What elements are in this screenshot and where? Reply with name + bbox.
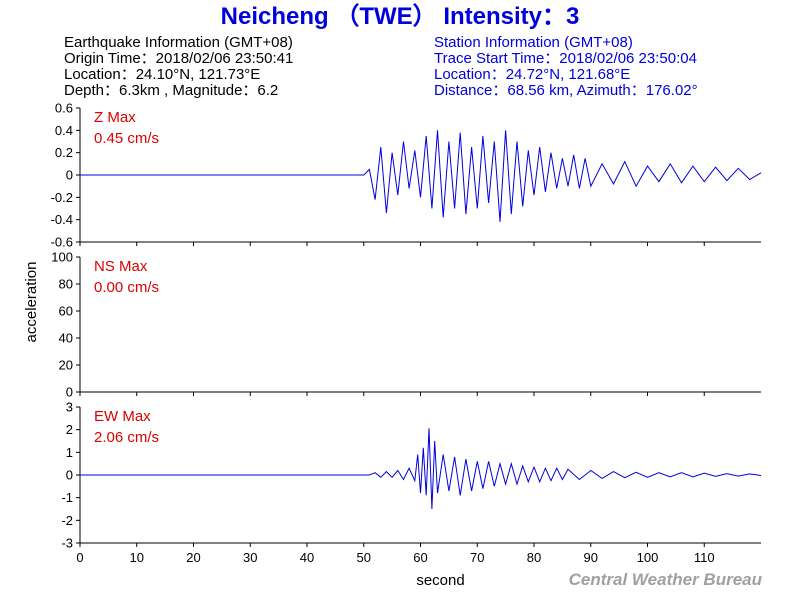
panel-0-trace [80,130,762,222]
panel-1-max-value: 0.00 cm/s [94,279,159,296]
earthquake-info-heading: Earthquake Information (GMT+08) [64,34,293,51]
x-tick-label: 90 [584,550,598,565]
panel-1-y-tick-label: 80 [59,277,73,292]
station-location: Location：24.72°N, 121.68°E [434,66,631,83]
panel-2-trace [80,428,762,510]
panel-0-y-tick-label: -0.4 [51,212,73,227]
panel-2-max-value: 2.06 cm/s [94,429,159,446]
credit-text: Central Weather Bureau [568,570,762,589]
panel-2-y-tick-label: -3 [61,536,73,551]
depth-magnitude: Depth：6.3km , Magnitude：6.2 [64,82,279,99]
station-info: Station Information (GMT+08) Trace Start… [434,35,698,99]
panel-1-label: NS Max [94,258,148,275]
panel-1-y-tick-label: 100 [51,250,73,265]
panel-0-y-tick-label: 0.2 [55,145,73,160]
origin-time: Origin Time：2018/02/06 23:50:41 [64,50,294,67]
x-tick-label: 20 [186,550,200,565]
x-tick-label: 50 [357,550,371,565]
panel-0-label: Z Max [94,109,136,126]
x-tick-label: 0 [76,550,83,565]
panel-2-y-tick-label: -2 [61,513,73,528]
x-tick-label: 100 [637,550,659,565]
panel-1-y-tick-label: 20 [59,358,73,373]
distance-azimuth: Distance：68.56 km, Azimuth：176.02° [434,82,698,99]
x-tick-label: 40 [300,550,314,565]
panel-0-y-tick-label: 0.4 [55,123,73,138]
panel-2-y-tick-label: 3 [66,400,73,415]
station-info-heading: Station Information (GMT+08) [434,34,633,51]
panel-0-max-value: 0.45 cm/s [94,130,159,147]
x-tick-label: 110 [694,550,715,565]
panel-1-y-tick-label: 60 [59,304,73,319]
y-axis-label: acceleration [23,262,40,343]
earthquake-info: Earthquake Information (GMT+08) Origin T… [64,35,293,99]
x-tick-label: 30 [243,550,257,565]
x-tick-label: 10 [130,550,144,565]
epicenter-location: Location：24.10°N, 121.73°E [64,66,261,83]
panel-0-y-tick-label: -0.2 [51,190,73,205]
chart-title: Neicheng （TWE） Intensity：3 [220,3,580,30]
panel-2-label: EW Max [94,408,151,425]
panel-0-y-tick-label: 0.6 [55,101,73,116]
panel-2-y-tick-label: -1 [61,490,73,505]
panel-0-y-tick-label: 0 [66,168,73,183]
panel-2-y-tick-label: 2 [66,422,73,437]
panel-0-y-tick-label: -0.6 [51,235,73,250]
panel-2-y-tick-label: 0 [66,468,73,483]
panel-2-y-tick-label: 1 [66,445,73,460]
panel-1-y-tick-label: 0 [66,385,73,400]
x-tick-label: 80 [527,550,541,565]
x-tick-label: 60 [413,550,427,565]
trace-start-time: Trace Start Time：2018/02/06 23:50:04 [434,50,697,67]
panel-1-y-tick-label: 40 [59,331,73,346]
x-tick-label: 70 [470,550,484,565]
x-axis-label: second [416,572,464,589]
